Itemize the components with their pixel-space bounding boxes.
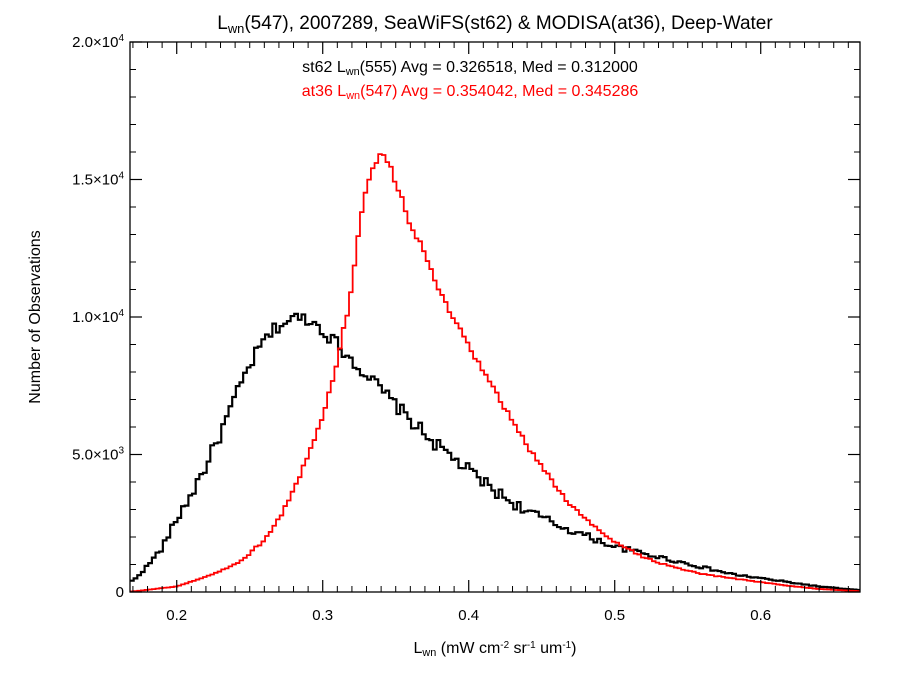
stats-annotation-at36-part: wn bbox=[345, 90, 360, 102]
stats-annotation-at36: at36 Lwn(547) Avg = 0.354042, Med = 0.34… bbox=[302, 83, 639, 102]
x-axis-label-part: um bbox=[536, 640, 563, 657]
text-layer: Lwn(547), 2007289, SeaWiFS(st62) & MODIS… bbox=[27, 13, 773, 659]
y-tick-label: 0 bbox=[116, 584, 124, 601]
x-tick-label: 0.5 bbox=[604, 607, 625, 624]
y-axis-label: Number of Observations bbox=[27, 230, 44, 403]
y-tick-label: 1.5×104 bbox=[72, 171, 124, 189]
y-tick-label: 2.0×104 bbox=[72, 33, 124, 51]
x-axis-label: Lwn (mW cm-2 sr-1 um-1) bbox=[413, 640, 576, 660]
x-axis-label-part: wn bbox=[421, 647, 436, 659]
y-tick-mantissa: 1.5×10 bbox=[72, 172, 118, 189]
y-tick-mantissa: 2.0×10 bbox=[72, 34, 118, 51]
x-tick-label: 0.2 bbox=[166, 607, 187, 624]
chart-title-part: L bbox=[217, 13, 228, 34]
y-tick-exponent: 4 bbox=[118, 308, 124, 319]
y-tick-mantissa: 5.0×10 bbox=[72, 447, 118, 464]
x-axis-label-part: ) bbox=[571, 640, 576, 657]
y-tick-exponent: 3 bbox=[118, 446, 124, 457]
stats-annotation-at36-part: (547) Avg = 0.354042, Med = 0.345286 bbox=[360, 83, 638, 100]
chart-title-part: (547), 2007289, SeaWiFS(st62) & MODISA(a… bbox=[244, 13, 773, 34]
series-at36-histogram bbox=[130, 153, 860, 593]
series-layer bbox=[130, 153, 860, 593]
x-axis-label-part: (mW cm bbox=[436, 640, 500, 657]
chart-title: Lwn(547), 2007289, SeaWiFS(st62) & MODIS… bbox=[217, 13, 773, 36]
x-axis-label-part: -1 bbox=[562, 640, 571, 651]
y-tick-label: 5.0×103 bbox=[72, 446, 124, 464]
stats-annotation-st62-part: wn bbox=[345, 66, 360, 78]
y-tick-mantissa: 0 bbox=[116, 584, 124, 601]
x-tick-label: 0.3 bbox=[312, 607, 333, 624]
stats-annotation-st62-part: st62 L bbox=[302, 59, 346, 76]
stats-annotation-st62: st62 Lwn(555) Avg = 0.326518, Med = 0.31… bbox=[302, 59, 638, 78]
y-tick-mantissa: 1.0×10 bbox=[72, 309, 118, 326]
stats-annotation-at36-part: at36 L bbox=[302, 83, 347, 100]
x-axis-label-part: sr bbox=[509, 640, 527, 657]
x-tick-label: 0.4 bbox=[458, 607, 479, 624]
chart-title-part: wn bbox=[227, 21, 245, 36]
series-st62-histogram bbox=[130, 312, 860, 592]
ticks-layer: 0.2 0.3 0.4 0.5 0.605.0×1031.0×1041.5×1042.0… bbox=[72, 33, 860, 624]
plot-frame bbox=[129, 41, 861, 593]
x-axis-label-part: -1 bbox=[527, 640, 536, 651]
y-tick-exponent: 4 bbox=[118, 33, 124, 44]
y-tick-label: 1.0×104 bbox=[72, 308, 124, 326]
x-axis-label-part: -2 bbox=[500, 640, 509, 651]
y-tick-exponent: 4 bbox=[118, 171, 124, 182]
stats-annotation-st62-part: (555) Avg = 0.326518, Med = 0.312000 bbox=[360, 59, 638, 76]
x-tick-label: 0.6 bbox=[750, 607, 771, 624]
x-axis-label-part: L bbox=[413, 640, 422, 657]
